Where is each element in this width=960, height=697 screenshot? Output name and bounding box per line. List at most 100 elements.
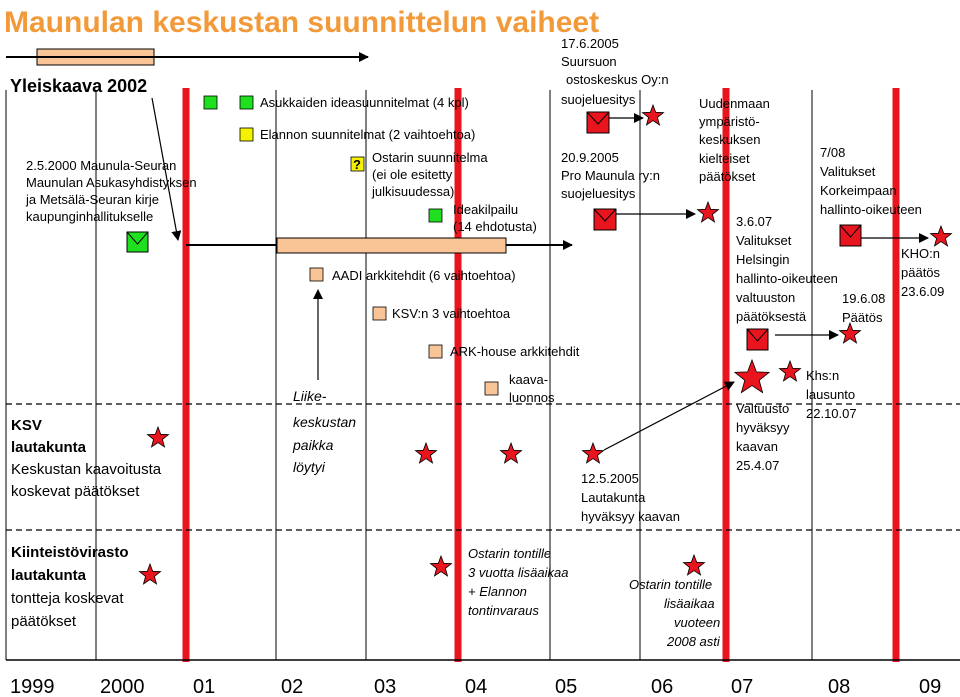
red-envelope-icon xyxy=(586,111,610,134)
svg-text:hallinto-oikeuteen: hallinto-oikeuteen xyxy=(736,271,838,286)
kho-label: KHO:n päätös 23.6.09 xyxy=(901,246,944,299)
green-square xyxy=(203,95,218,110)
orange-square xyxy=(309,267,324,282)
orange-square xyxy=(428,344,443,359)
svg-text:ympäristö-: ympäristö- xyxy=(699,114,760,129)
svg-text:hallinto-oikeuteen: hallinto-oikeuteen xyxy=(820,202,922,217)
svg-text:Suursuon: Suursuon xyxy=(561,54,617,69)
red-star-icon xyxy=(733,358,771,394)
asukkaiden-label: Asukkaiden ideasuunnitelmat (4 kpl) xyxy=(260,95,469,110)
svg-text:19.6.08: 19.6.08 xyxy=(842,291,885,306)
orange-square xyxy=(372,306,387,321)
svg-text:keskustan: keskustan xyxy=(293,414,356,430)
svg-text:2.5.2000 Maunula-Seuran: 2.5.2000 Maunula-Seuran xyxy=(26,158,176,173)
red-envelope-icon xyxy=(746,328,769,351)
svg-text:Päätös: Päätös xyxy=(842,310,883,325)
yleiskaava-arrow xyxy=(151,97,182,241)
svg-text:Ostarin tontille: Ostarin tontille xyxy=(468,546,551,561)
paatos-label: 19.6.08 Päätös xyxy=(842,291,885,325)
svg-text:vuoteen: vuoteen xyxy=(674,615,720,630)
svg-text:Maunulan Asukasyhdistyksen: Maunulan Asukasyhdistyksen xyxy=(26,175,197,190)
svg-text:09: 09 xyxy=(919,676,941,697)
ksv3-label: KSV:n 3 vaihtoehtoa xyxy=(392,306,511,321)
svg-text:01: 01 xyxy=(193,676,215,697)
yleiskaava-label: Yleiskaava 2002 xyxy=(10,76,147,96)
svg-text:2000: 2000 xyxy=(100,676,145,697)
aadi-label: AADI arkkitehdit (6 vaihtoehtoa) xyxy=(332,268,516,283)
svg-text:20.9.2005: 20.9.2005 xyxy=(561,150,619,165)
question-icon: ? xyxy=(353,157,361,172)
red-star-icon xyxy=(838,321,862,344)
svg-text:08: 08 xyxy=(828,676,850,697)
svg-text:KSV: KSV xyxy=(11,417,42,434)
svg-text:12.5.2005: 12.5.2005 xyxy=(581,471,639,486)
red-star-icon xyxy=(429,554,453,577)
orange-square xyxy=(484,381,499,396)
svg-text:Keskustan kaavoitusta: Keskustan kaavoitusta xyxy=(11,461,162,478)
svg-text:Helsingin: Helsingin xyxy=(736,252,789,267)
svg-text:kaava-: kaava- xyxy=(509,372,548,387)
year-gridlines xyxy=(5,90,813,660)
lautakunta-valtuusto-arrow xyxy=(603,381,735,451)
svg-text:keskuksen: keskuksen xyxy=(699,132,760,147)
red-envelope-icon xyxy=(593,208,617,231)
svg-text:päätöksestä: päätöksestä xyxy=(736,309,807,324)
svg-text:+ Elannon: + Elannon xyxy=(468,584,527,599)
khs-label: Khs:n lausunto 22.10.07 xyxy=(806,368,857,421)
green-envelope-icon xyxy=(126,231,149,253)
svg-text:lautakunta: lautakunta xyxy=(11,567,87,584)
ostarin-tontille-label: Ostarin tontille 3 vuotta lisäaikaa + El… xyxy=(468,546,568,618)
red-star-icon xyxy=(581,441,605,464)
svg-text:Valitukset: Valitukset xyxy=(736,233,792,248)
svg-text:hyväksyy kaavan: hyväksyy kaavan xyxy=(581,509,680,524)
svg-text:2008 asti: 2008 asti xyxy=(666,634,721,649)
svg-text:07: 07 xyxy=(731,676,753,697)
suursuo-label: 17.6.2005 Suursuon ostoskeskus Oy:n suoj… xyxy=(561,36,669,107)
korkeimpaan-label: 7/08 Valitukset Korkeimpaan hallinto-oik… xyxy=(820,145,922,217)
svg-text:kaupunginhallitukselle: kaupunginhallitukselle xyxy=(26,209,153,224)
red-star-icon xyxy=(499,441,523,464)
planning-timeline-bar xyxy=(276,237,507,254)
svg-text:päätös: päätös xyxy=(901,265,941,280)
red-star-icon xyxy=(929,224,953,247)
ostarin-suunnitelma-label: Ostarin suunnitelma (ei ole esitetty jul… xyxy=(371,150,488,199)
valtuusto-label: Valtuusto hyväksyy kaavan 25.4.07 xyxy=(736,401,790,473)
kaavaluonnos-label: kaava- luonnos xyxy=(509,372,555,405)
svg-text:päätökset: päätökset xyxy=(11,613,77,630)
red-star-icon xyxy=(778,359,802,382)
red-star-icon xyxy=(138,562,162,585)
svg-text:suojeluesitys: suojeluesitys xyxy=(561,186,636,201)
year-labels: 1999 2000 01 02 03 04 05 06 07 08 09 xyxy=(10,676,941,697)
svg-text:22.10.07: 22.10.07 xyxy=(806,406,857,421)
svg-text:kielteiset: kielteiset xyxy=(699,151,750,166)
svg-text:3 vuotta lisäaikaa: 3 vuotta lisäaikaa xyxy=(468,565,568,580)
ksv-section-label: KSV lautakunta Keskustan kaavoitusta kos… xyxy=(11,417,162,500)
svg-text:25.4.07: 25.4.07 xyxy=(736,458,779,473)
page-title: Maunulan keskustan suunnittelun vaiheet xyxy=(4,6,599,39)
svg-text:ja Metsälä-Seuran kirje: ja Metsälä-Seuran kirje xyxy=(25,192,159,207)
svg-text:valtuuston: valtuuston xyxy=(736,290,795,305)
svg-text:Ostarin suunnitelma: Ostarin suunnitelma xyxy=(372,150,488,165)
svg-text:7/08: 7/08 xyxy=(820,145,845,160)
svg-text:Uudenmaan: Uudenmaan xyxy=(699,96,770,111)
svg-text:kaavan: kaavan xyxy=(736,439,778,454)
svg-text:3.6.07: 3.6.07 xyxy=(736,214,772,229)
svg-text:KHO:n: KHO:n xyxy=(901,246,940,261)
svg-text:Khs:n: Khs:n xyxy=(806,368,839,383)
svg-text:Lautakunta: Lautakunta xyxy=(581,490,646,505)
seura-letter-label: 2.5.2000 Maunula-Seuran Maunulan Asukasy… xyxy=(25,158,197,224)
ideakilpailu-label: Ideakilpailu (14 ehdotusta) xyxy=(453,202,537,234)
valitukset-label: 3.6.07 Valitukset Helsingin hallinto-oik… xyxy=(736,214,838,324)
svg-text:Valitukset: Valitukset xyxy=(820,164,876,179)
svg-text:(ei ole esitetty: (ei ole esitetty xyxy=(372,167,453,182)
svg-text:Liike-: Liike- xyxy=(293,388,327,404)
svg-text:06: 06 xyxy=(651,676,673,697)
svg-text:23.6.09: 23.6.09 xyxy=(901,284,944,299)
red-star-icon xyxy=(414,441,438,464)
svg-text:05: 05 xyxy=(555,676,577,697)
svg-text:04: 04 xyxy=(465,676,487,697)
svg-text:päätökset: päätökset xyxy=(699,169,756,184)
red-star-icon xyxy=(682,553,706,576)
svg-text:ostoskeskus Oy:n: ostoskeskus Oy:n xyxy=(566,72,669,87)
